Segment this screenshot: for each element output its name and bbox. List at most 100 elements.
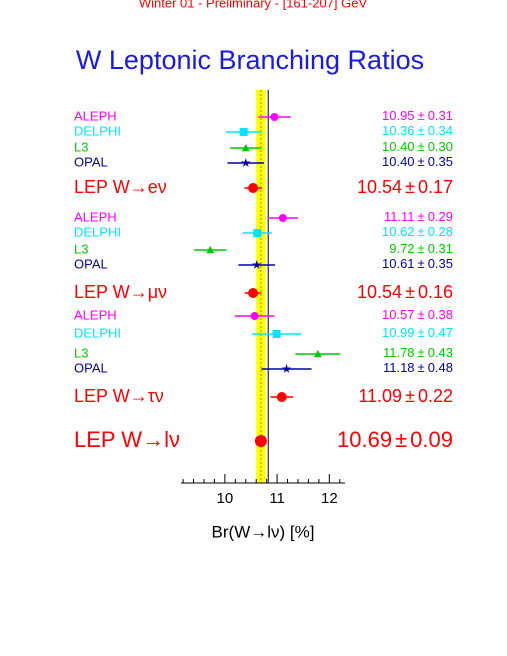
value-label: 10.40 <box>382 139 415 154</box>
row-label: DELPHI <box>74 123 121 138</box>
x-tick-label: 10 <box>217 490 234 507</box>
value-label: 10.36 <box>382 123 415 138</box>
plus-minus: ± <box>418 345 425 360</box>
plus-minus: ± <box>418 307 425 322</box>
row-value: 10.99 ±0.47 <box>382 325 453 340</box>
plus-minus: ± <box>405 386 415 406</box>
row-label: L3 <box>74 345 88 360</box>
chart-subtitle: Winter 01 - Preliminary - [161-207] GeV <box>139 0 368 10</box>
row-value: 10.62 ±0.28 <box>382 224 453 239</box>
value-label: 11.18 <box>383 360 415 375</box>
error-label: 0.35 <box>428 256 453 271</box>
error-label: 0.47 <box>428 325 453 340</box>
plus-minus: ± <box>405 282 415 302</box>
plus-minus: ± <box>418 123 425 138</box>
error-label: 0.43 <box>428 345 453 360</box>
row-value: 9.72 ±0.31 <box>389 241 453 256</box>
row-label: DELPHI <box>74 325 121 340</box>
error-label: 0.35 <box>428 154 453 169</box>
plus-minus: ± <box>395 427 407 452</box>
plus-minus: ± <box>418 139 425 154</box>
row-label: LEP W→lν <box>74 427 180 452</box>
marker <box>313 350 322 358</box>
row-value: 11.78 ±0.43 <box>383 345 453 360</box>
row-value: 10.40 ±0.35 <box>382 154 453 169</box>
plus-minus: ± <box>418 108 425 123</box>
row-value: 10.95 ±0.31 <box>382 108 453 123</box>
error-label: 0.16 <box>418 282 453 302</box>
row-label: LEP W→eν <box>74 177 167 197</box>
row-value: 10.61 ±0.35 <box>382 256 453 271</box>
marker <box>278 214 287 222</box>
marker <box>239 128 248 136</box>
error-label: 0.34 <box>428 123 453 138</box>
value-label: 11.09 <box>358 386 402 406</box>
row-value: 10.57 ±0.38 <box>382 307 453 322</box>
plus-minus: ± <box>418 360 425 375</box>
value-label: 10.40 <box>382 154 415 169</box>
row-value: 11.18 ±0.48 <box>383 360 453 375</box>
marker <box>272 330 281 338</box>
plus-minus: ± <box>418 241 425 256</box>
marker <box>281 364 292 373</box>
row-label: OPAL <box>74 256 108 271</box>
marker <box>276 392 287 402</box>
marker <box>241 158 251 167</box>
value-label: 10.54 <box>357 177 402 197</box>
error-label: 0.09 <box>410 427 453 452</box>
row-value: 10.69 ±0.09 <box>337 427 453 452</box>
plus-minus: ± <box>418 224 425 239</box>
x-tick-label: 12 <box>321 490 338 507</box>
row-value: 10.54 ±0.17 <box>357 177 453 197</box>
error-label: 0.30 <box>428 139 453 154</box>
marker <box>206 246 215 254</box>
x-axis-label: Br(W→lν) [%] <box>212 522 315 541</box>
value-label: 10.54 <box>357 282 402 302</box>
value-label: 10.69 <box>337 427 392 452</box>
row-value: 11.09 ±0.22 <box>358 386 453 406</box>
plus-minus: ± <box>418 325 425 340</box>
value-label: 10.62 <box>382 224 415 239</box>
row-label: ALEPH <box>74 108 117 123</box>
error-label: 0.38 <box>428 307 453 322</box>
value-label: 9.72 <box>389 241 414 256</box>
plus-minus: ± <box>418 209 425 224</box>
marker <box>248 183 259 193</box>
value-label: 10.99 <box>382 325 415 340</box>
row-value: 10.54 ±0.16 <box>357 282 453 302</box>
marker <box>270 113 279 121</box>
row-value: 10.40 ±0.30 <box>382 139 453 154</box>
value-label: 10.61 <box>382 256 415 271</box>
row-value: 10.36 ±0.34 <box>382 123 453 138</box>
error-label: 0.28 <box>428 224 453 239</box>
row-label: OPAL <box>74 360 108 375</box>
row-label: DELPHI <box>74 224 121 239</box>
error-label: 0.29 <box>428 209 453 224</box>
error-label: 0.31 <box>428 108 453 123</box>
plus-minus: ± <box>418 256 425 271</box>
value-label: 10.95 <box>382 108 415 123</box>
chart-title: W Leptonic Branching Ratios <box>76 45 424 75</box>
marker <box>250 312 259 320</box>
value-label: 10.57 <box>382 307 415 322</box>
error-label: 0.17 <box>418 177 453 197</box>
row-label: L3 <box>74 139 88 154</box>
marker <box>248 288 259 298</box>
row-label: ALEPH <box>74 307 117 322</box>
row-label: L3 <box>74 241 88 256</box>
value-label: 11.11 <box>384 209 415 224</box>
error-label: 0.22 <box>418 386 453 406</box>
value-label: 11.78 <box>383 345 415 360</box>
marker <box>254 435 267 447</box>
row-label: LEP W→μν <box>74 282 167 302</box>
marker <box>253 229 262 237</box>
marker <box>252 260 262 269</box>
row-label: LEP W→τν <box>74 386 164 406</box>
row-label: OPAL <box>74 154 108 169</box>
plus-minus: ± <box>405 177 415 197</box>
marker <box>241 144 250 152</box>
error-label: 0.31 <box>428 241 453 256</box>
error-label: 0.48 <box>428 360 453 375</box>
plus-minus: ± <box>418 154 425 169</box>
